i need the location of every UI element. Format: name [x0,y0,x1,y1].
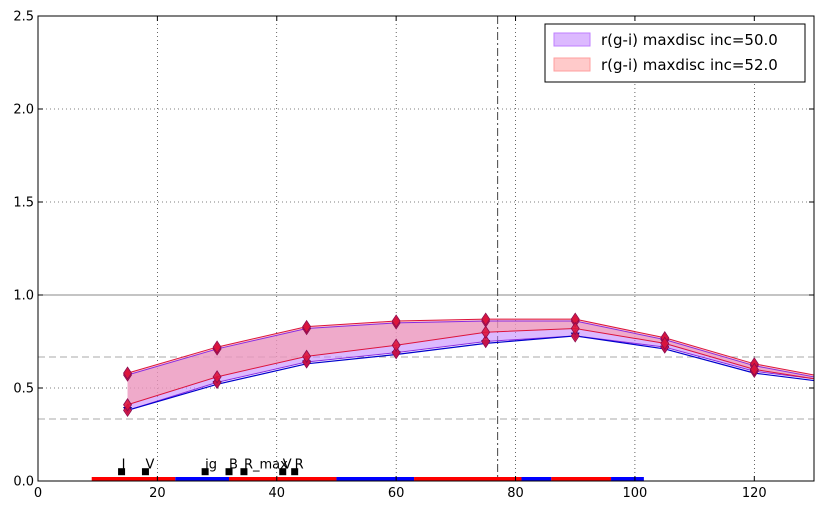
x-tick-label: 80 [507,486,524,501]
annotation-marker [141,468,149,476]
bottom-segment [551,477,612,481]
bottom-segments [91,477,644,481]
x-tick-label: 40 [268,486,285,501]
annotation-label: B [229,458,238,473]
y-tick-label: 2.5 [13,10,34,25]
x-tick-label: 100 [623,486,648,501]
band-2-lower-point [570,321,580,336]
band-2-lower-point [660,336,670,351]
y-tick-label: 1.5 [13,196,34,211]
band-2-fill [127,319,814,405]
band-2-lower-point [123,398,133,412]
grid [38,16,814,481]
annotation-label: I [122,458,126,473]
legend: r(g-i) maxdisc inc=50.0 r(g-i) maxdisc in… [544,23,806,83]
annotation-label: V [145,458,154,473]
band-2-lower-point [481,325,491,339]
annotation-label: ig [205,458,217,473]
band-2-lower-point [391,338,401,352]
bottom-segment [611,477,644,481]
band-1-lower-point [570,329,580,343]
annotation-marker [291,468,299,476]
legend-swatch [553,57,591,72]
band-2-lower-point [212,370,222,384]
y-tick-label: 1.0 [13,289,34,304]
band-1-lower-point [391,345,401,360]
plot-frame [37,15,815,482]
bottom-segment [229,477,337,481]
annotation-marker [279,468,287,476]
x-tick-label: 0 [34,486,42,501]
band-2-upper-point [481,312,491,326]
legend-box [544,23,806,83]
bottom-segment [175,477,230,481]
annotation-marker [225,468,233,476]
annotation-label: R_max [244,458,288,473]
band-2-lower-point [302,349,312,364]
band-2-upper-point [212,340,222,354]
x-tick-label: 20 [149,486,166,501]
x-tick-label: 60 [388,486,405,501]
legend-label: r(g-i) maxdisc inc=50.0 [601,31,778,49]
band-1-lower-point [481,334,491,349]
bottom-segment [521,477,552,481]
reference-lines [38,16,814,481]
band-2-upper-point [302,319,312,334]
bottom-segment [414,477,522,481]
y-tick-label: 2.0 [13,103,34,118]
band-2-lower-point [749,362,759,377]
y-tick-label: 0.5 [13,382,34,397]
annotation-label: R [295,458,304,473]
legend-swatch [553,32,591,47]
bands [127,319,814,411]
bottom-segment [336,477,415,481]
annotation-marker [240,468,248,476]
y-tick-label: 0.0 [13,475,34,490]
x-tick-label: 120 [742,486,767,501]
axis-ticks: 0 20 40 60 80 100 120 0.0 0.5 1.0 1.5 2.0 2.5 [13,10,814,501]
bottom-segment [91,477,176,481]
annotation-label: V [283,458,292,473]
legend-label: r(g-i) maxdisc inc=52.0 [601,56,778,74]
annotation-marker [201,468,209,476]
band-2-upper-point [391,314,401,328]
annotation-marker [118,468,126,476]
band-2-upper-point [123,366,133,380]
series-markers [123,312,759,418]
